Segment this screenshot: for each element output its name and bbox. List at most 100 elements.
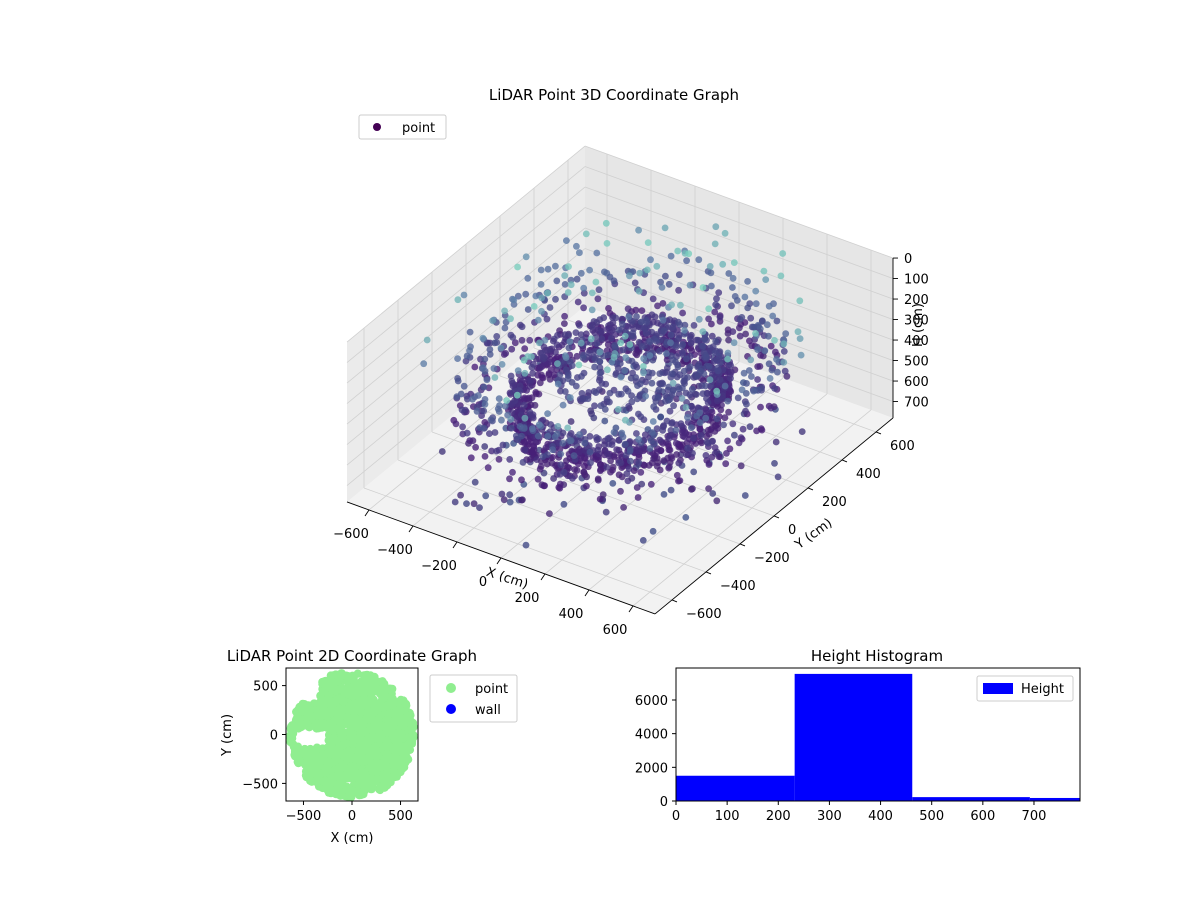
chart-2d-xtick-label: 0 (348, 809, 356, 824)
chart-3d-point (635, 226, 642, 234)
chart-2d-point (342, 671, 351, 680)
chart-2d-point (343, 689, 352, 699)
chart-3d-point (781, 367, 789, 375)
chart-3d-point (742, 407, 749, 415)
chart-3d-point (597, 466, 605, 473)
chart-3d-point (625, 403, 632, 410)
chart-3d-point (758, 317, 766, 325)
chart-2d-point (334, 676, 343, 685)
chart-3d-point (611, 342, 619, 349)
chart-3d-point (484, 464, 492, 472)
chart-3d-point (625, 313, 633, 321)
chart-2d-point (303, 718, 312, 728)
chart-3d-point (726, 445, 734, 453)
chart-3d-point (644, 239, 652, 247)
chart-3d-point (640, 355, 648, 363)
chart-3d-point (573, 352, 581, 360)
chart-3d-point (568, 362, 576, 369)
chart-2d-point (338, 732, 347, 741)
histogram-xtick-label: 0 (672, 809, 680, 824)
histogram-bars (676, 673, 1080, 801)
chart-3d-point (631, 279, 639, 287)
chart-3d-point (646, 445, 654, 452)
chart-3d-point (498, 490, 506, 498)
chart-3d-point (672, 426, 680, 434)
chart-2d-legend-marker-point (446, 683, 456, 693)
chart-3d-point (622, 416, 629, 424)
chart-3d-point (596, 348, 604, 356)
chart-3d-point (688, 424, 695, 432)
chart-3d-point (604, 435, 612, 443)
chart-3d-point (712, 337, 720, 345)
chart-3d-point (473, 407, 481, 415)
chart-3d-point (675, 459, 683, 467)
chart-3d-point (620, 406, 627, 414)
chart-3d-point (708, 332, 716, 340)
chart-2d-ticks: −500 0 500 500 0 −500 (242, 680, 413, 824)
chart-3d-point (633, 313, 640, 320)
chart-2d-point (388, 694, 397, 704)
chart-3d-point (521, 345, 529, 352)
chart-3d-point (636, 269, 644, 277)
chart-3d-point (466, 328, 474, 336)
chart-2d-legend-label-wall: wall (475, 703, 501, 718)
chart-3d-point (697, 432, 705, 439)
chart-3d-point (699, 390, 707, 397)
chart-3d-point (767, 342, 775, 350)
chart-3d-point (674, 363, 682, 371)
chart-2d-point (334, 744, 343, 754)
chart-3d-point (666, 396, 674, 403)
chart-3d-point (721, 414, 729, 422)
chart-3d-point (580, 289, 588, 297)
chart-2d-point (336, 777, 345, 787)
chart-3d-point (586, 433, 594, 440)
chart-3d-point (708, 320, 715, 328)
chart-3d-xtick-label: 200 (515, 591, 540, 606)
chart-3d-ztick-label: 700 (904, 396, 929, 411)
chart-3d-point (610, 353, 618, 361)
chart-3d-point (637, 468, 645, 476)
chart-3d-point (603, 450, 611, 457)
chart-3d-point (593, 340, 601, 348)
chart-3d-point (476, 424, 484, 432)
chart-3d-point (765, 302, 773, 310)
chart-3d-point (561, 320, 568, 327)
chart-3d-point (735, 439, 743, 447)
chart-3d-point (529, 369, 537, 377)
chart-3d-point (538, 307, 545, 315)
chart-3d-point (607, 335, 615, 342)
chart-3d-point (575, 361, 583, 369)
chart-3d-point (640, 363, 647, 370)
chart-3d-point (601, 417, 609, 425)
chart-3d-point (648, 379, 656, 387)
chart-3d-point (583, 482, 590, 490)
chart-3d-point (746, 423, 754, 431)
chart-2d-point (397, 763, 406, 772)
chart-3d-point (690, 434, 697, 442)
chart-3d-point (797, 351, 805, 359)
chart-3d-point (741, 293, 749, 301)
chart-3d-point (588, 306, 596, 314)
chart-2d-point (365, 695, 374, 705)
chart-3d-point (463, 500, 470, 507)
chart-3d-point (486, 346, 494, 353)
chart-3d-point (649, 527, 657, 535)
chart-2d-ytick-label: −500 (242, 777, 278, 792)
chart-2d-point (353, 669, 362, 678)
chart-3d-point (761, 347, 769, 354)
chart-2d-title: LiDAR Point 2D Coordinate Graph (227, 647, 477, 665)
chart-3d-point (464, 395, 471, 403)
chart-3d-point (716, 313, 724, 321)
chart-3d-point (729, 420, 737, 428)
chart-3d-point (741, 492, 749, 499)
chart-3d-point (574, 298, 582, 306)
chart-3d-point (481, 400, 489, 408)
chart-3d-point (598, 380, 606, 387)
chart-3d-point (563, 237, 570, 245)
chart-2d-point (304, 705, 313, 715)
chart-3d-point (491, 429, 499, 436)
chart-3d-point (549, 446, 556, 454)
chart-3d-point (580, 304, 587, 312)
chart-2d-legend: point wall (429, 674, 518, 723)
chart-3d-point (678, 342, 686, 350)
